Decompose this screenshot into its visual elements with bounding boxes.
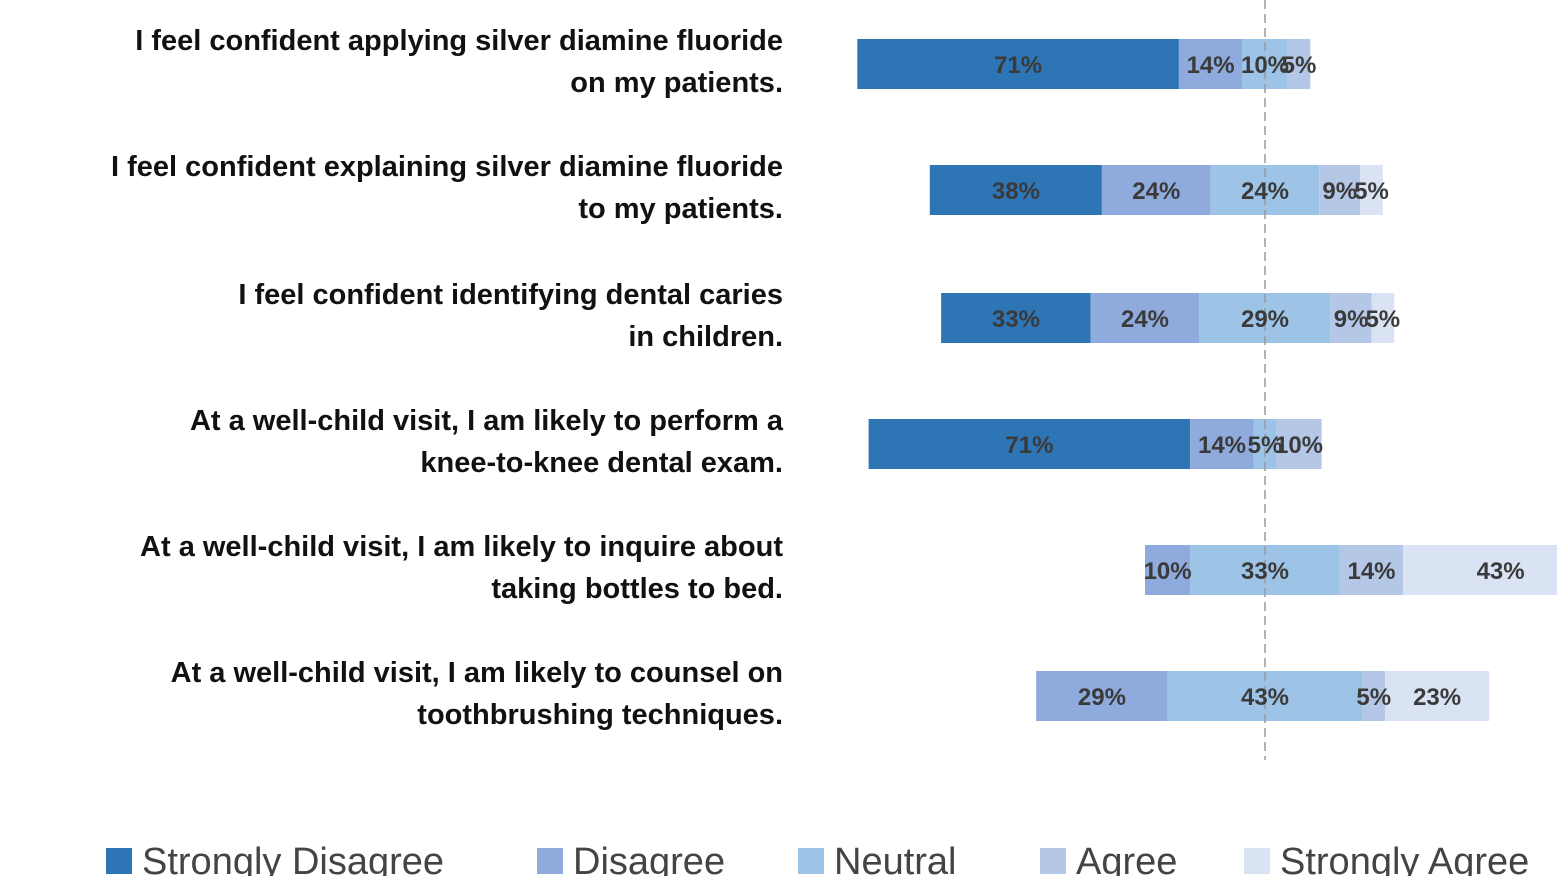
question-label-q3-line1: I feel confident identifying dental cari… (238, 279, 783, 311)
value-label-agree-q6: 5% (1356, 684, 1391, 711)
value-label-strongly-agree-q6: 23% (1413, 684, 1461, 711)
bar-disagree-q4 (1190, 419, 1254, 469)
question-label-q6-line2: toothbrushing techniques. (417, 699, 783, 731)
value-label-neutral-q5: 33% (1241, 558, 1289, 585)
bar-strongly-disagree-q4 (868, 419, 1191, 469)
value-label-strongly-disagree-q4: 71% (1005, 432, 1053, 459)
bars-layer (857, 39, 1557, 721)
value-label-disagree-q1: 14% (1187, 52, 1235, 79)
value-label-strongly-agree-q2: 5% (1354, 178, 1389, 205)
question-label-q5-line2: taking bottles to bed. (491, 573, 783, 605)
question-label-q2-line1: I feel confident explaining silver diami… (111, 151, 783, 183)
bar-disagree-q3 (1090, 293, 1200, 343)
bar-disagree-q2 (1101, 165, 1211, 215)
value-label-strongly-disagree-q2: 38% (992, 178, 1040, 205)
value-label-strongly-disagree-q1: 71% (994, 52, 1042, 79)
bar-agree-q6 (1362, 671, 1386, 721)
bar-agree-q5 (1339, 545, 1404, 595)
bar-strongly-disagree-q1 (857, 39, 1179, 89)
value-label-disagree-q2: 24% (1132, 178, 1180, 205)
value-label-agree-q5: 14% (1347, 558, 1395, 585)
legend-swatch-disagree (537, 848, 563, 874)
legend-label-neutral: Neutral (834, 841, 957, 876)
value-label-neutral-q6: 43% (1241, 684, 1289, 711)
legend-swatch-strongly-agree (1244, 848, 1270, 874)
bar-strongly-agree-q2 (1360, 165, 1383, 215)
value-label-agree-q1: 5% (1282, 52, 1317, 79)
bar-neutral-q4 (1253, 419, 1277, 469)
value-label-neutral-q4: 5% (1248, 432, 1283, 459)
value-label-strongly-disagree-q3: 33% (992, 306, 1040, 333)
bar-strongly-disagree-q3 (941, 293, 1091, 343)
question-label-q4-line2: knee-to-knee dental exam. (420, 447, 783, 479)
value-label-neutral-q1: 10% (1241, 52, 1289, 79)
legend-swatch-neutral (798, 848, 824, 874)
legend-label-disagree: Disagree (573, 841, 725, 876)
legend: Strongly Disagree Disagree Neutral Agree Str… (106, 841, 1529, 876)
bar-disagree-q1 (1178, 39, 1243, 89)
value-label-strongly-agree-q5: 43% (1477, 558, 1525, 585)
value-label-neutral-q3: 29% (1241, 306, 1289, 333)
value-label-disagree-q3: 24% (1121, 306, 1169, 333)
value-label-agree-q4: 10% (1275, 432, 1323, 459)
legend-swatch-agree (1040, 848, 1066, 874)
bar-strongly-agree-q6 (1385, 671, 1490, 721)
legend-label-strongly-disagree: Strongly Disagree (142, 841, 444, 876)
legend-swatch-strongly-disagree (106, 848, 132, 874)
bar-agree-q4 (1276, 419, 1322, 469)
legend-label-agree: Agree (1076, 841, 1177, 876)
question-label-q3-line2: in children. (628, 321, 783, 353)
segment-value-labels: 71% 14% 10%5%38% 24% 24% 9%5%33% 24% 29% 9%5%71%… (992, 52, 1525, 711)
bar-agree-q2 (1319, 165, 1361, 215)
question-label-q4-line1: At a well-child visit, I am likely to pe… (190, 405, 784, 437)
question-label-q1-line1: I feel confident applying silver diamine… (135, 25, 783, 57)
value-label-neutral-q2: 24% (1241, 178, 1289, 205)
bar-agree-q1 (1287, 39, 1311, 89)
bar-disagree-q5 (1145, 545, 1191, 595)
value-label-disagree-q6: 29% (1078, 684, 1126, 711)
question-label-q2-line2: to my patients. (578, 193, 783, 225)
bar-strongly-agree-q3 (1371, 293, 1395, 343)
question-label-q1-line2: on my patients. (570, 67, 783, 99)
question-label-q5-line1: At a well-child visit, I am likely to in… (140, 531, 783, 563)
value-label-agree-q2: 9% (1322, 178, 1357, 205)
bar-strongly-agree-q5 (1403, 545, 1557, 595)
bar-disagree-q6 (1036, 671, 1168, 721)
question-label-q6-line1: At a well-child visit, I am likely to co… (171, 657, 783, 689)
value-label-disagree-q4: 14% (1198, 432, 1246, 459)
value-label-strongly-agree-q3: 5% (1365, 306, 1400, 333)
value-label-agree-q3: 9% (1334, 306, 1369, 333)
bar-agree-q3 (1330, 293, 1372, 343)
bar-strongly-disagree-q2 (929, 165, 1102, 215)
legend-label-strongly-agree: Strongly Agree (1280, 841, 1529, 876)
question-labels: I feel confident applying silver diamine… (111, 25, 784, 731)
value-label-disagree-q5: 10% (1144, 558, 1192, 585)
